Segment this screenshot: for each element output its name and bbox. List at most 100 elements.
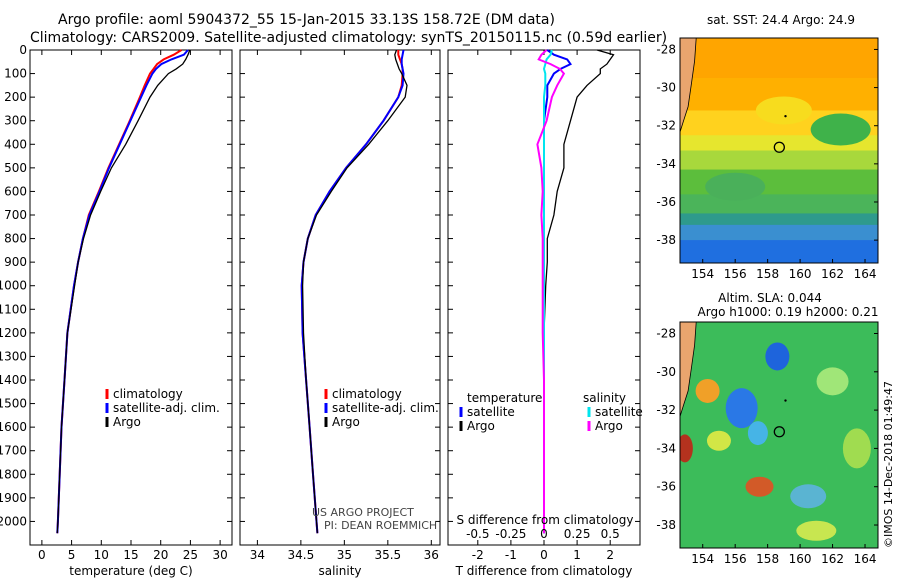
sst-band	[680, 240, 878, 263]
depth-tick-label: 1500	[0, 397, 27, 411]
depth-tick-label: 1300	[0, 349, 27, 363]
map-lon-label: 156	[724, 267, 747, 281]
map-lon-label: 164	[854, 267, 877, 281]
x-tick-label: 20	[153, 548, 168, 562]
sla-map-title: Altim. SLA: 0.044	[718, 291, 822, 305]
depth-tick-label: 400	[4, 137, 27, 151]
legend-title-salinity: salinity	[583, 391, 626, 405]
x-tick-label: 25	[183, 548, 198, 562]
map-lat-label: -38	[656, 233, 676, 247]
depth-tick-label: 1700	[0, 444, 27, 458]
series-line-temperature-argo	[543, 49, 615, 534]
legend-label: climatology	[332, 387, 402, 401]
island-marker	[784, 399, 787, 402]
x-tick-label: 1	[573, 548, 581, 562]
depth-tick-label: 200	[4, 90, 27, 104]
depth-tick-label: 1000	[0, 279, 27, 293]
depth-tick-label: 100	[4, 67, 27, 81]
x-tick-label: -2	[472, 548, 484, 562]
map-lat-label: -30	[656, 365, 676, 379]
depth-tick-label: 600	[4, 184, 27, 198]
salinity-diff-tick-label: 0.5	[601, 527, 620, 541]
map-lat-label: -30	[656, 81, 676, 95]
sla-anomaly-blob	[816, 367, 849, 396]
series-line-temperature-satellite	[543, 49, 572, 534]
sla-anomaly-blob	[796, 520, 837, 541]
legend-label: satellite	[467, 405, 515, 419]
legend-label: Argo	[595, 419, 623, 433]
salinity-diff-tick-label: 0	[540, 527, 548, 541]
difference-panel: -2 -1 0 1 2 T difference from climatology temp…	[447, 49, 643, 578]
map-lat-label: -34	[656, 157, 676, 171]
sla-map-subtitle: Argo h1000: 0.19 h2000: 0.21	[698, 305, 879, 319]
map-lon-label: 158	[756, 267, 779, 281]
legend-label: Argo	[467, 419, 495, 433]
sst-map: sat. SST: 24.4 Argo: 24.9 154 156 158 160 162…	[656, 13, 879, 281]
sla-anomaly-blob	[842, 428, 871, 469]
sst-green-patch	[810, 113, 871, 146]
sst-band	[680, 150, 878, 171]
sst-map-title: sat. SST: 24.4 Argo: 24.9	[707, 13, 855, 27]
x-axis-label: salinity	[318, 564, 361, 578]
coastline-land	[680, 38, 697, 263]
sla-anomaly-blob	[680, 434, 693, 463]
series-line-satellite-adj-clim-	[300, 49, 405, 534]
sla-anomaly-blob	[747, 421, 768, 446]
legend-label: satellite	[595, 405, 643, 419]
sla-anomaly-blob	[765, 342, 790, 371]
map-lon-label: 154	[691, 267, 714, 281]
map-lat-label: -38	[656, 518, 676, 532]
figure-title-line1: Argo profile: aoml 5904372_55 15-Jan-201…	[58, 12, 555, 28]
map-lon-label: 160	[789, 267, 812, 281]
x-tick-label: 35.5	[374, 548, 401, 562]
legend-label: Argo	[332, 415, 360, 429]
legend-title-temperature: temperature	[467, 391, 542, 405]
figure-title-line2: Climatology: CARS2009. Satellite-adjuste…	[30, 30, 667, 46]
sla-anomaly-blob	[745, 476, 774, 497]
sst-band	[680, 194, 878, 215]
temperature-panel: 0100200300400500600700800900100011001200…	[0, 43, 233, 578]
series-line-climatology	[56, 49, 183, 534]
profile-location-marker	[773, 141, 785, 153]
x-tick-label: 35	[337, 548, 352, 562]
legend-label: Argo	[113, 415, 141, 429]
map-lat-label: -28	[656, 42, 676, 56]
map-lat-label: -36	[656, 195, 676, 209]
sst-green-patch	[705, 172, 766, 201]
sst-band	[680, 224, 878, 242]
legend-label: satellite-adj. clim.	[332, 401, 439, 415]
series-line-climatology	[300, 50, 404, 534]
depth-tick-label: 2000	[0, 514, 27, 528]
legend-label: satellite-adj. clim.	[113, 401, 220, 415]
sla-anomaly-blob	[706, 430, 731, 451]
profile-location-marker	[773, 426, 785, 438]
series-line-argo	[301, 49, 408, 534]
credit-project: US ARGO PROJECT	[312, 506, 414, 519]
x-tick-label: 34.5	[288, 548, 315, 562]
map-lat-label: -28	[656, 326, 676, 340]
series-line-argo	[56, 49, 191, 534]
map-lon-label: 154	[691, 552, 714, 566]
series-line-satellite-adj-clim-	[56, 49, 189, 534]
map-lat-label: -32	[656, 119, 676, 133]
sst-warm-patch	[755, 96, 812, 125]
map-lon-label: 158	[756, 552, 779, 566]
x-tick-label: 10	[94, 548, 109, 562]
depth-tick-label: 500	[4, 161, 27, 175]
map-field	[680, 38, 878, 263]
map-lon-label: 160	[789, 552, 812, 566]
depth-tick-label: 1400	[0, 373, 27, 387]
sst-band	[680, 213, 878, 226]
x-axis-label: T difference from climatology	[455, 564, 633, 578]
salinity-diff-tick-label: 0.25	[564, 527, 591, 541]
x-tick-label: -1	[505, 548, 517, 562]
island-marker	[784, 114, 787, 118]
map-lat-label: -34	[656, 441, 676, 455]
depth-tick-label: 700	[4, 208, 27, 222]
legend-label: climatology	[113, 387, 183, 401]
x-tick-label: 15	[123, 548, 138, 562]
map-lon-label: 156	[724, 552, 747, 566]
depth-tick-label: 300	[4, 114, 27, 128]
salinity-diff-tick-label: -0.5	[466, 527, 489, 541]
